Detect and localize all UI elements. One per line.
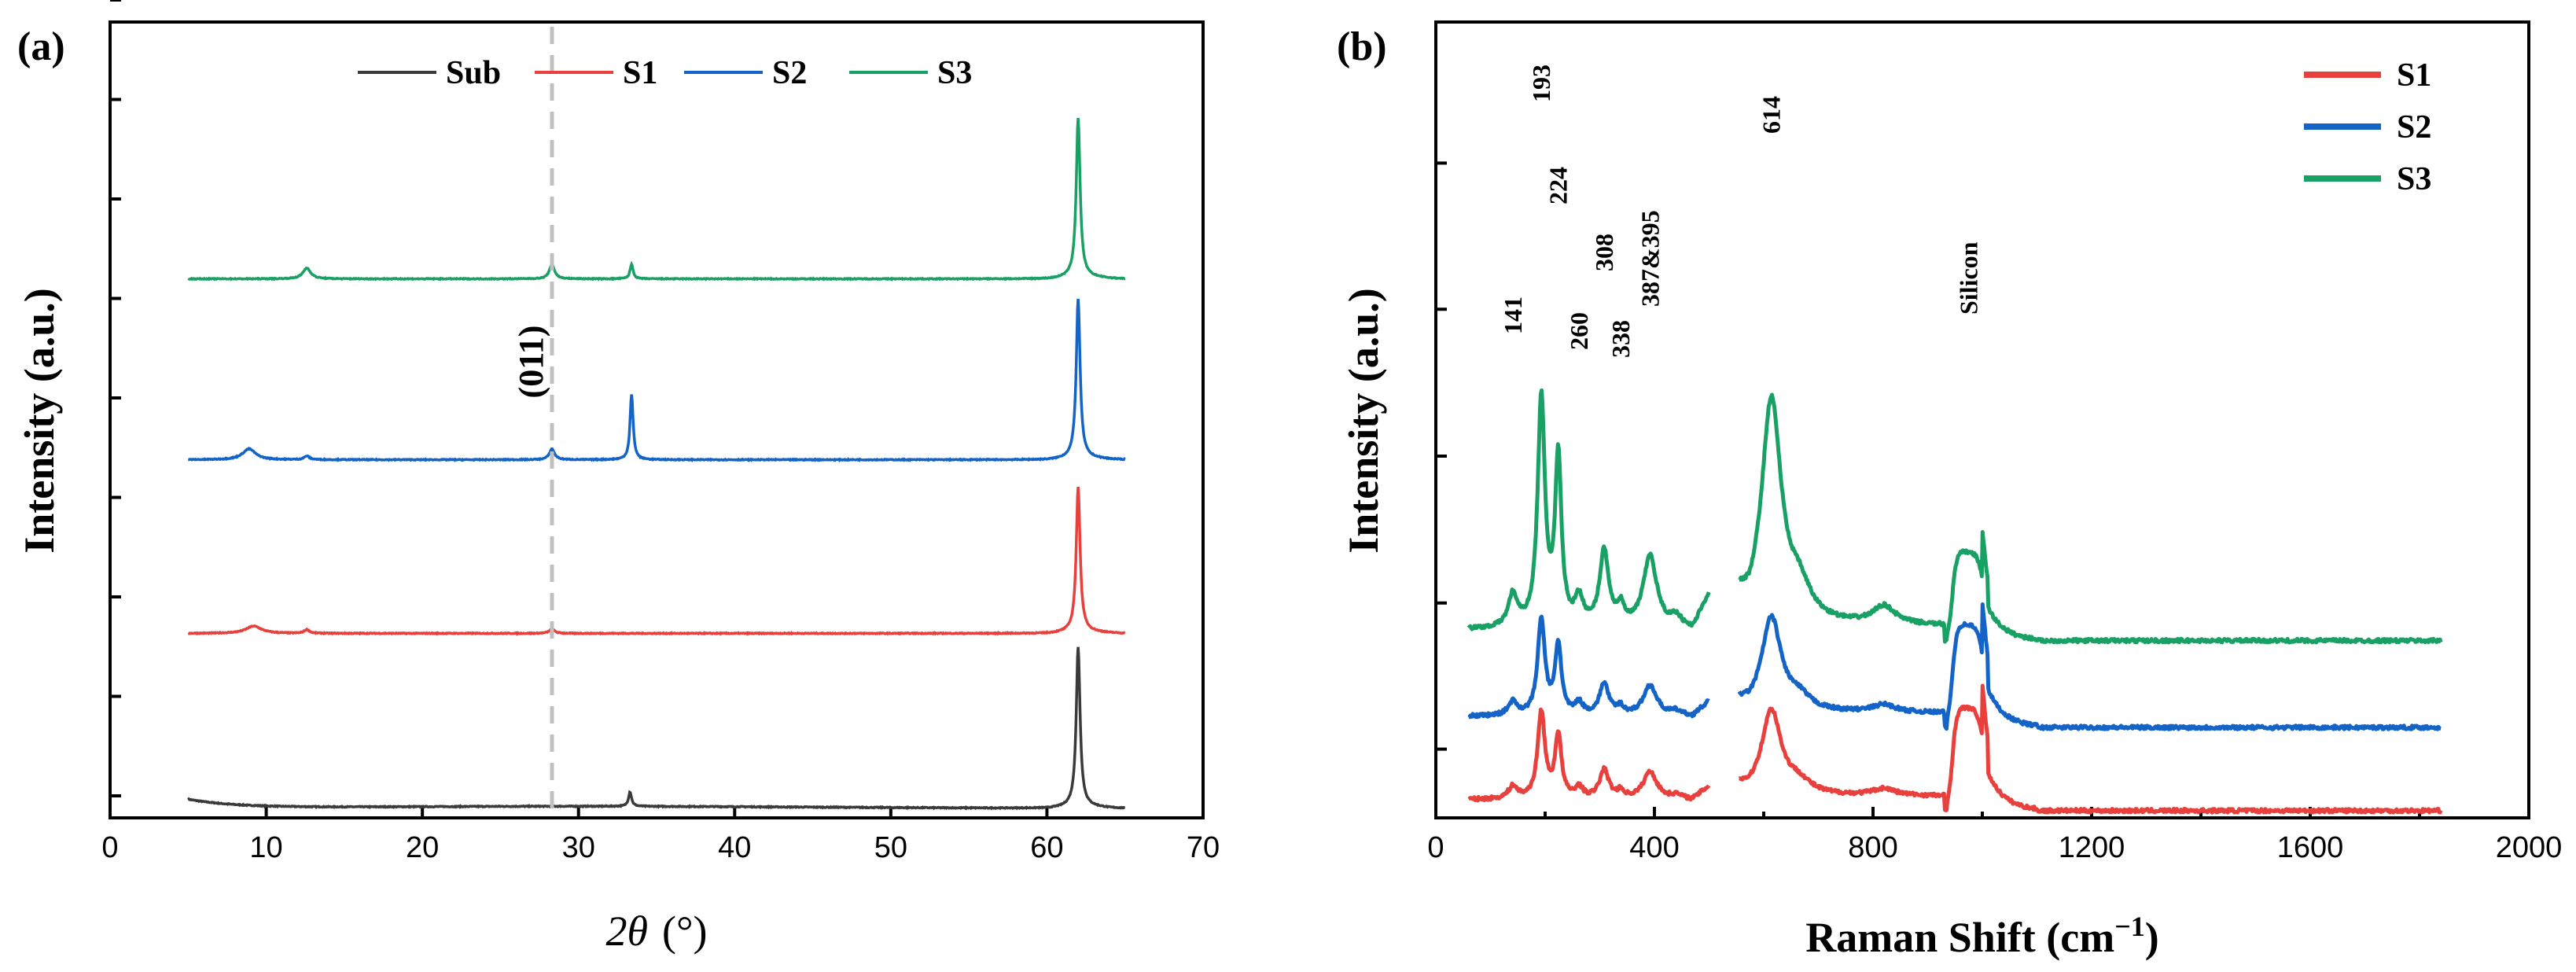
panel-a-label: (a): [17, 24, 65, 69]
peak-label: 387&395: [1636, 210, 1664, 307]
peak-label: 224: [1544, 167, 1573, 204]
legend-label-b: S2: [2397, 109, 2431, 145]
legend-label-b: S1: [2397, 57, 2431, 94]
legend-label-a: Sub: [446, 55, 501, 91]
legend-label-a: S3: [937, 55, 972, 91]
y-axis-label-a: Intensity (a.u.): [16, 288, 63, 554]
x-tick-label-b: 400: [1629, 831, 1679, 864]
peak-label: 308: [1590, 234, 1618, 271]
legend-b: S1 S2 S3: [2304, 57, 2431, 197]
peak-label: 193: [1527, 64, 1555, 102]
x-axis-symbol: 2θ: [605, 908, 648, 955]
x-tick-label-a: 60: [1030, 831, 1063, 864]
peak-label: Silicon: [1955, 241, 1983, 315]
plot-frame-a: [109, 20, 1205, 819]
x-tick-label-b: 0: [1427, 831, 1444, 864]
x-tick-label-a: 40: [718, 831, 751, 864]
x-tick-label-b: 2000: [2496, 831, 2563, 864]
x-axis-label-a: 2θ (°): [605, 908, 707, 955]
x-axis-label-b-sup: −1: [2114, 911, 2145, 942]
x-axis-label-b: Raman Shift (cm−1): [1805, 911, 2158, 961]
x-axis-label-b-end: ): [2145, 914, 2159, 961]
x-tick-label-a: 70: [1187, 831, 1220, 864]
peak-label: 614: [1757, 96, 1786, 134]
panel-a: (a) 0 10 20 30 40 50 60 70 (011) Intensity (a.u…: [16, 0, 1220, 955]
y-axis-label-b: Intensity (a.u.): [1340, 288, 1387, 554]
series-line-b-s3: [1466, 388, 2443, 645]
panel-b-label: (b): [1337, 24, 1387, 69]
x-tick-label-b: 1600: [2277, 831, 2344, 864]
series-line-s2: [188, 298, 1126, 462]
series-line-s1: [187, 486, 1126, 636]
x-axis-unit: (°): [662, 908, 708, 955]
legend-label-b: S3: [2397, 161, 2431, 197]
peak-label-011: (011): [512, 326, 550, 399]
peak-label: 338: [1606, 320, 1635, 358]
x-tick-label-b: 800: [1848, 831, 1897, 864]
series-line-s3: [187, 117, 1126, 282]
legend-a: Sub S1 S2 S3: [358, 55, 972, 91]
x-axis-label-b-main: Raman Shift (cm: [1805, 914, 2114, 961]
x-tick-label-b: 1200: [2059, 831, 2125, 864]
legend-label-a: S1: [623, 55, 657, 91]
legend-label-a: S2: [772, 55, 807, 91]
x-tick-label-a: 30: [562, 831, 595, 864]
series-line-b-s2: [1467, 602, 2442, 731]
series-line-b-s1: [1467, 683, 2443, 815]
x-tick-label-a: 50: [874, 831, 907, 864]
series-line-sub: [186, 646, 1125, 811]
panel-b: (b) 0 400 800 1200 1600 2000 141 193 224 260 308 3…: [1337, 20, 2563, 961]
peak-label: 141: [1499, 296, 1527, 334]
peak-label: 260: [1565, 312, 1593, 350]
x-tick-label-a: 10: [249, 831, 282, 864]
plot-frame-b: [1434, 20, 2530, 819]
x-tick-label-a: 20: [406, 831, 439, 864]
x-tick-label-a: 0: [101, 831, 118, 864]
